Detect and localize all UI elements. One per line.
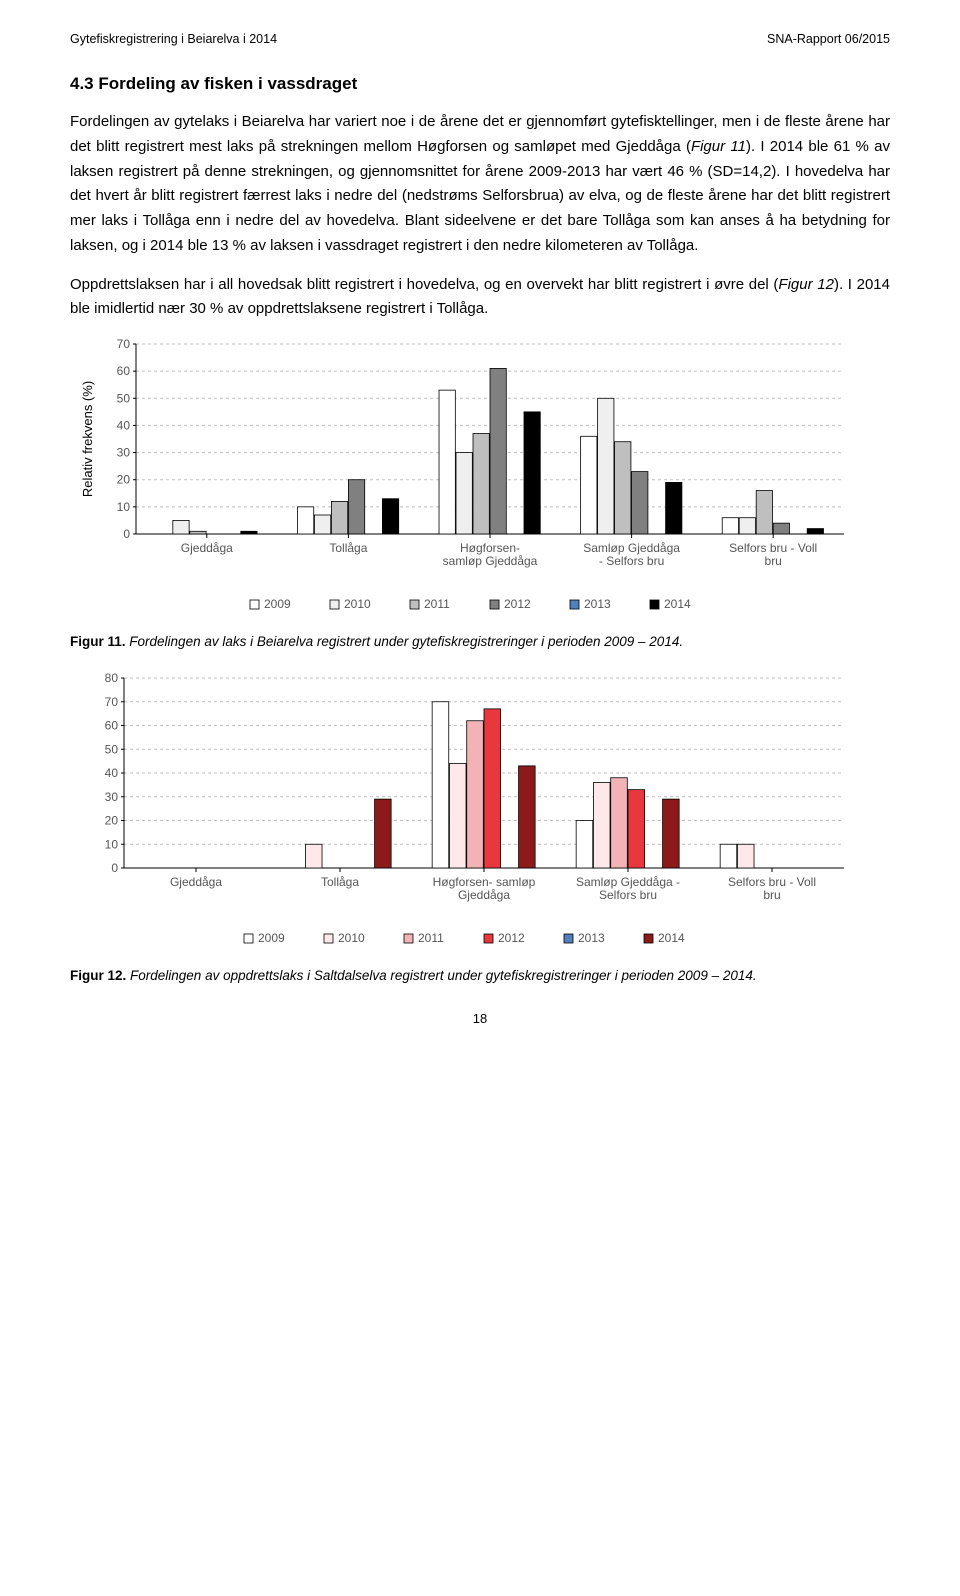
svg-text:2013: 2013 xyxy=(584,597,611,611)
svg-text:Høgforsen-: Høgforsen- xyxy=(460,541,520,555)
svg-text:2011: 2011 xyxy=(418,931,444,945)
chart-2: 0 10 20 30 40 50 60 70 80 Gjeddåga Tollåga Høgforse… xyxy=(76,670,856,960)
svg-text:40: 40 xyxy=(105,766,119,780)
svg-text:Høgforsen- samløp: Høgforsen- samløp xyxy=(433,875,536,889)
page-header: Gytefiskregistrering i Beiarelva i 2014 … xyxy=(70,32,890,46)
page-number: 18 xyxy=(70,1011,890,1026)
header-right: SNA-Rapport 06/2015 xyxy=(767,32,890,46)
svg-text:0: 0 xyxy=(123,527,130,541)
chart-2-container: 0 10 20 30 40 50 60 70 80 Gjeddåga Tollåga Høgforse… xyxy=(76,670,890,960)
svg-text:2010: 2010 xyxy=(338,931,365,945)
caption-figure-11: Figur 11. Fordelingen av laks i Beiarelv… xyxy=(70,632,890,652)
svg-text:bru: bru xyxy=(763,888,780,902)
svg-text:2009: 2009 xyxy=(264,597,291,611)
svg-text:0: 0 xyxy=(111,861,118,875)
svg-text:Gjeddåga: Gjeddåga xyxy=(170,875,222,889)
svg-text:50: 50 xyxy=(117,391,131,405)
svg-text:Selfors bru: Selfors bru xyxy=(599,888,657,902)
caption-11-bold: Figur 11. xyxy=(70,634,126,649)
svg-text:2009: 2009 xyxy=(258,931,285,945)
header-left: Gytefiskregistrering i Beiarelva i 2014 xyxy=(70,32,277,46)
svg-text:2012: 2012 xyxy=(498,931,525,945)
svg-text:60: 60 xyxy=(105,718,119,732)
chart-1: 0 10 20 30 40 50 60 70 Relativ frekvens (%) Gjedd… xyxy=(76,336,856,626)
para2-a: Oppdrettslaksen har i all hovedsak blitt… xyxy=(70,276,778,293)
svg-text:10: 10 xyxy=(117,500,131,514)
svg-text:80: 80 xyxy=(105,671,119,685)
caption-12-bold: Figur 12. xyxy=(70,968,126,983)
svg-text:samløp Gjeddåga: samløp Gjeddåga xyxy=(443,554,538,568)
caption-12-text: Fordelingen av oppdrettslaks i Saltdalse… xyxy=(126,968,756,983)
caption-figure-12: Figur 12. Fordelingen av oppdrettslaks i… xyxy=(70,966,890,986)
svg-text:20: 20 xyxy=(117,473,131,487)
svg-text:Tollåga: Tollåga xyxy=(321,875,359,889)
svg-text:bru: bru xyxy=(765,554,782,568)
svg-text:Gjeddåga: Gjeddåga xyxy=(181,541,233,555)
svg-text:2013: 2013 xyxy=(578,931,605,945)
chart-1-container: 0 10 20 30 40 50 60 70 Relativ frekvens (%) Gjedd… xyxy=(76,336,890,626)
svg-text:Samløp Gjeddåga -: Samløp Gjeddåga - xyxy=(576,875,680,889)
caption-11-text: Fordelingen av laks i Beiarelva registre… xyxy=(126,634,684,649)
svg-text:Gjeddåga: Gjeddåga xyxy=(458,888,510,902)
svg-text:20: 20 xyxy=(105,813,119,827)
svg-text:70: 70 xyxy=(117,337,131,351)
figure-ref-11: Figur 11 xyxy=(691,138,746,155)
svg-text:40: 40 xyxy=(117,418,131,432)
svg-text:2012: 2012 xyxy=(504,597,531,611)
svg-text:30: 30 xyxy=(117,446,131,460)
svg-text:Relativ frekvens (%): Relativ frekvens (%) xyxy=(80,381,95,497)
svg-text:2014: 2014 xyxy=(658,931,685,945)
svg-text:70: 70 xyxy=(105,694,119,708)
svg-text:Selfors bru - Voll: Selfors bru - Voll xyxy=(729,541,817,555)
svg-text:- Selfors bru: - Selfors bru xyxy=(599,554,664,568)
svg-text:60: 60 xyxy=(117,364,131,378)
svg-text:Selfors bru - Voll: Selfors bru - Voll xyxy=(728,875,816,889)
svg-text:2014: 2014 xyxy=(664,597,691,611)
svg-text:2011: 2011 xyxy=(424,597,450,611)
svg-text:10: 10 xyxy=(105,837,119,851)
svg-text:2010: 2010 xyxy=(344,597,371,611)
svg-text:30: 30 xyxy=(105,789,119,803)
svg-text:Tollåga: Tollåga xyxy=(329,541,367,555)
para1-b: ). I 2014 ble 61 % av laksen registrert … xyxy=(70,138,890,254)
paragraph-1: Fordelingen av gytelaks i Beiarelva har … xyxy=(70,110,890,259)
section-title: 4.3 Fordeling av fisken i vassdraget xyxy=(70,74,890,94)
figure-ref-12: Figur 12 xyxy=(778,276,834,293)
paragraph-2: Oppdrettslaksen har i all hovedsak blitt… xyxy=(70,273,890,323)
svg-text:Samløp Gjeddåga: Samløp Gjeddåga xyxy=(583,541,680,555)
svg-text:50: 50 xyxy=(105,742,119,756)
